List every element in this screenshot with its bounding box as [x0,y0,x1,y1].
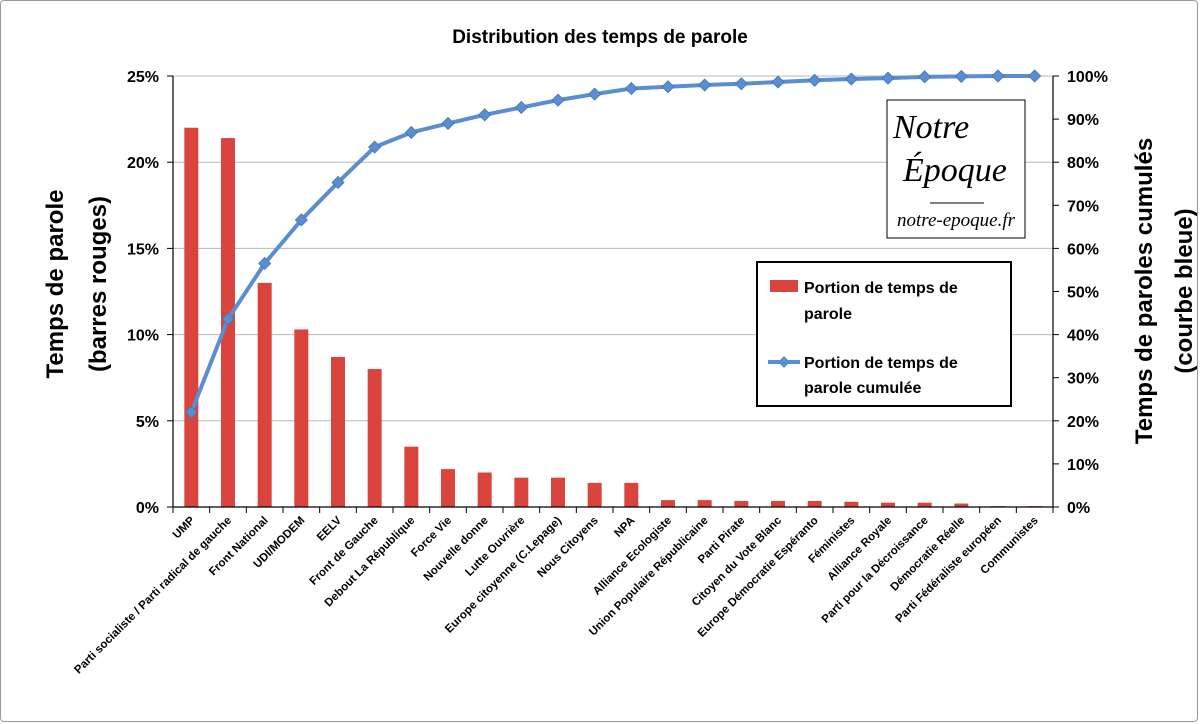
bar [734,500,749,507]
right-tick-label: 20% [1067,414,1099,431]
left-tick-label: 0% [136,500,159,517]
legend: Portion de temps de parole Portion de te… [756,261,1012,407]
bar [807,500,822,507]
category-label: Nouvelle donne [422,515,491,584]
line-point [514,100,528,115]
right-tick-label: 0% [1067,500,1090,517]
right-axis-title-line2: (courbe bleue) [1171,208,1198,373]
bar [881,502,895,507]
category-label: UMP [171,514,198,541]
watermark-line2: Époque [902,152,1007,189]
chart-title: Distribution des temps de parole [452,27,748,48]
bar [477,472,492,507]
bar [587,482,602,507]
left-tick-label: 25% [127,69,159,86]
watermark: Notre Époque notre-epoque.fr [886,99,1026,239]
right-tick-label: 30% [1067,371,1099,388]
bar [184,127,199,507]
bar [294,329,309,507]
category-label: Front de Gauche [308,515,381,588]
bar [551,477,565,507]
legend-line-marker [778,356,790,368]
bar [624,482,639,507]
left-tick-label: 10% [127,328,159,345]
category-label: Parti socialiste / Parti radical de gauc… [72,515,234,677]
right-tick-label: 90% [1067,112,1099,129]
right-tick-label: 80% [1067,155,1099,172]
right-axis-ticks: 0% 10% 20% 30% 40% 50% 60% 70% 80% 90% 100% [1053,69,1108,517]
left-tick-label: 5% [136,414,159,431]
right-tick-label: 10% [1067,457,1099,474]
right-tick-label: 100% [1067,69,1108,86]
watermark-url: notre-epoque.fr [897,210,1016,231]
left-tick-label: 15% [127,241,159,258]
line-point [954,69,968,83]
bar [844,501,859,507]
line-point [991,69,1005,83]
right-tick-label: 70% [1067,198,1099,215]
line-point [698,78,712,92]
line-point [624,81,638,96]
bar [917,502,932,507]
line-point [184,405,198,419]
line-series [184,69,1042,419]
right-tick-label: 60% [1067,241,1099,258]
line-point [404,125,418,140]
line-point [1028,69,1042,83]
legend-bar-swatch [770,280,798,292]
left-axis-ticks: 0% 5% 10% 15% 20% 25% [127,69,173,517]
right-tick-label: 50% [1067,285,1099,302]
right-tick-label: 40% [1067,328,1099,345]
line-point [734,77,748,91]
line-point [331,175,345,190]
line-point [368,140,382,154]
left-tick-label: 20% [127,155,159,172]
left-axis-title-line1: Temps de parole [42,190,69,379]
right-axis-title-line1: Temps de paroles cumulés [1131,138,1158,444]
bar [367,369,382,507]
line-point [844,72,858,86]
category-label: Alliance Royale [826,515,895,584]
legend-line-label-line1: Portion de temps de [804,355,958,372]
category-label: EELV [315,514,344,543]
category-label: NPA [612,515,637,540]
line-point [881,71,895,85]
legend-bar-label-line2: parole [804,306,852,323]
bar [697,500,712,507]
bar [514,477,529,507]
bar [441,469,455,507]
bar [661,500,675,507]
watermark-line1: Notre [892,109,969,146]
watermark-box [886,99,1026,239]
legend-bar-label-line1: Portion de temps de [804,280,958,297]
line-point [441,116,455,130]
line-point [918,70,932,84]
legend-line-label-line2: parole cumulée [804,380,921,397]
line-point [771,75,785,89]
bar [331,357,345,507]
line-point [478,108,492,122]
line-point [588,87,602,101]
line-point [294,213,308,227]
bar [954,503,969,507]
bar-series [184,127,1042,507]
line-point [258,256,272,271]
bar [771,500,785,507]
line-point [661,80,675,94]
bar [404,446,419,507]
bar [257,282,272,507]
line-point [551,93,565,107]
left-axis-title-line2: (barres rouges) [85,196,112,372]
line-point [221,312,235,326]
line-point [808,73,822,87]
legend-box [756,261,1012,407]
